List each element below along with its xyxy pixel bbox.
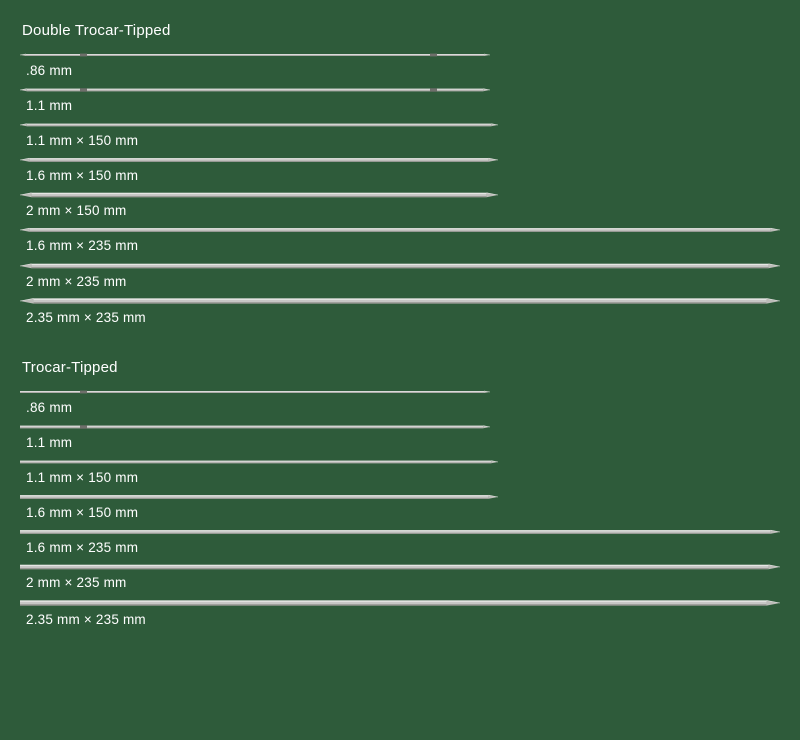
pin-graphic bbox=[20, 458, 780, 466]
pin-graphic bbox=[20, 493, 780, 501]
pin-row: 1.6 mm × 150 mm bbox=[20, 493, 780, 520]
pin-row: 2 mm × 235 mm bbox=[20, 261, 780, 288]
pin-label: 1.1 mm × 150 mm bbox=[26, 470, 780, 485]
pin-label: 2.35 mm × 235 mm bbox=[26, 612, 780, 627]
pin-graphic bbox=[20, 423, 780, 431]
pin-row: 2 mm × 235 mm bbox=[20, 563, 780, 590]
pin-label: 1.6 mm × 235 mm bbox=[26, 238, 780, 253]
pin-row: 1.1 mm × 150 mm bbox=[20, 458, 780, 485]
pin-graphic bbox=[20, 297, 780, 306]
pin-graphic bbox=[20, 388, 780, 396]
pin-label: 1.6 mm × 150 mm bbox=[26, 168, 780, 183]
pin-graphic bbox=[20, 86, 780, 94]
section: Double Trocar-Tipped .86 mm 1.1 mm 1.1 m… bbox=[20, 22, 780, 325]
pin-label: .86 mm bbox=[26, 63, 780, 78]
pin-row: 1.1 mm bbox=[20, 86, 780, 113]
pin-row: 1.1 mm × 150 mm bbox=[20, 121, 780, 148]
pin-row: 2.35 mm × 235 mm bbox=[20, 598, 780, 626]
pin-row: 1.6 mm × 150 mm bbox=[20, 156, 780, 183]
pin-graphic bbox=[20, 261, 780, 269]
pin-label: 1.1 mm bbox=[26, 98, 780, 113]
pin-graphic bbox=[20, 121, 780, 129]
pin-row: 2.35 mm × 235 mm bbox=[20, 297, 780, 325]
section: Trocar-Tipped .86 mm 1.1 mm 1.1 mm × 150… bbox=[20, 359, 780, 627]
pin-graphic bbox=[20, 51, 780, 59]
pin-row: .86 mm bbox=[20, 51, 780, 78]
pin-graphic bbox=[20, 563, 780, 571]
section-title: Trocar-Tipped bbox=[22, 359, 780, 376]
pin-row: 2 mm × 150 mm bbox=[20, 191, 780, 218]
pin-chart: Double Trocar-Tipped .86 mm 1.1 mm 1.1 m… bbox=[20, 22, 780, 627]
pin-label: 1.1 mm × 150 mm bbox=[26, 133, 780, 148]
pin-label: 1.6 mm × 150 mm bbox=[26, 505, 780, 520]
pin-label: 2 mm × 235 mm bbox=[26, 274, 780, 289]
pin-label: 1.1 mm bbox=[26, 435, 780, 450]
pin-graphic bbox=[20, 226, 780, 234]
section-title: Double Trocar-Tipped bbox=[22, 22, 780, 39]
pin-graphic bbox=[20, 528, 780, 536]
pin-row: .86 mm bbox=[20, 388, 780, 415]
pin-row: 1.1 mm bbox=[20, 423, 780, 450]
pin-label: 2 mm × 235 mm bbox=[26, 575, 780, 590]
pin-label: 2.35 mm × 235 mm bbox=[26, 310, 780, 325]
pin-label: 1.6 mm × 235 mm bbox=[26, 540, 780, 555]
pin-row: 1.6 mm × 235 mm bbox=[20, 528, 780, 555]
pin-graphic bbox=[20, 598, 780, 607]
pin-graphic bbox=[20, 156, 780, 164]
pin-label: .86 mm bbox=[26, 400, 780, 415]
pin-label: 2 mm × 150 mm bbox=[26, 203, 780, 218]
pin-row: 1.6 mm × 235 mm bbox=[20, 226, 780, 253]
pin-graphic bbox=[20, 191, 780, 199]
